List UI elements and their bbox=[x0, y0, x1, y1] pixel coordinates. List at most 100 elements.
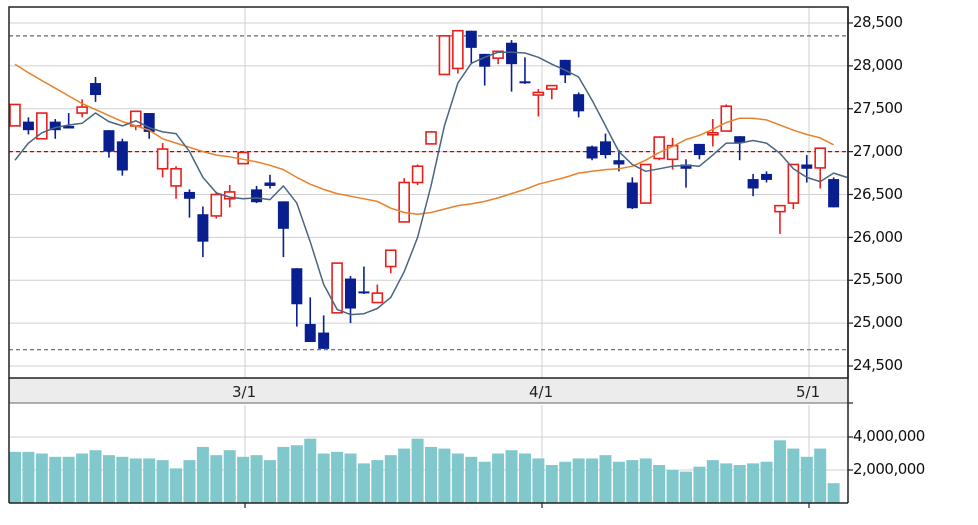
candle-body-down bbox=[49, 121, 61, 131]
volume-bar bbox=[425, 446, 438, 503]
volume-bar bbox=[653, 465, 666, 503]
candle-body-up bbox=[76, 106, 88, 114]
candle-body-down bbox=[22, 121, 34, 131]
candle-body-down bbox=[277, 201, 289, 229]
volume-bar bbox=[371, 460, 384, 503]
volume-bar bbox=[250, 455, 263, 503]
volume-bar bbox=[49, 456, 62, 503]
candle-body-up bbox=[398, 181, 410, 223]
volume-bar bbox=[170, 468, 183, 503]
candle-body-up bbox=[774, 204, 786, 213]
volume-bar bbox=[626, 460, 639, 503]
volume-bar bbox=[451, 453, 464, 503]
candle-body-up bbox=[331, 262, 343, 314]
ma-long-line bbox=[14, 63, 834, 215]
volume-bar bbox=[237, 456, 250, 503]
y-tick-label: 28,500 bbox=[853, 13, 903, 31]
candle-body-down bbox=[599, 141, 611, 156]
volume-bar bbox=[545, 465, 558, 503]
candle-body-up bbox=[384, 249, 397, 268]
volume-bar bbox=[572, 458, 585, 503]
volume-bar bbox=[639, 458, 652, 503]
candle-body-up bbox=[36, 112, 48, 140]
candle-body-down bbox=[63, 125, 75, 129]
candle-body-down bbox=[559, 59, 571, 76]
volume-bar bbox=[612, 461, 625, 503]
volume-bar bbox=[800, 456, 813, 503]
volume-bar bbox=[183, 460, 196, 503]
candle-body-down bbox=[318, 332, 330, 349]
candle-body-down bbox=[304, 323, 316, 342]
x-tick-label: 3/1 bbox=[232, 383, 257, 401]
volume-bar bbox=[518, 453, 531, 503]
candle-body-down bbox=[90, 83, 102, 96]
volume-bar bbox=[129, 458, 142, 503]
candle-body-down bbox=[573, 94, 585, 112]
y-tick-label: 24,500 bbox=[853, 356, 903, 374]
candle-body-down bbox=[747, 179, 759, 189]
volume-bar bbox=[317, 453, 330, 503]
grid-lines bbox=[8, 7, 849, 503]
volume-bar bbox=[116, 456, 129, 503]
candle-body-down bbox=[519, 81, 531, 84]
candle-body-down bbox=[734, 136, 746, 144]
candle-body-down bbox=[801, 164, 813, 169]
candle-body-up bbox=[210, 193, 223, 217]
candle-body-down bbox=[465, 30, 477, 48]
volume-bar bbox=[505, 450, 518, 503]
volume-bar bbox=[331, 451, 344, 503]
candle-body-up bbox=[425, 131, 437, 145]
candle-body-down bbox=[479, 53, 491, 67]
y-tick-label: 27,500 bbox=[853, 99, 903, 117]
candle-body-up bbox=[411, 165, 424, 184]
volume-bar bbox=[263, 460, 276, 503]
volume-bar bbox=[9, 451, 21, 503]
candle-body-up bbox=[720, 105, 733, 132]
volume-bar bbox=[438, 448, 451, 503]
volume-bar bbox=[223, 450, 236, 503]
volume-bar bbox=[156, 460, 169, 503]
y-tick-label: 25,500 bbox=[853, 270, 903, 288]
candle-body-up bbox=[371, 292, 384, 304]
volume-bar bbox=[35, 453, 48, 503]
moving-average-lines bbox=[14, 51, 848, 316]
candle-body-down bbox=[613, 160, 625, 165]
candle-body-down bbox=[506, 42, 518, 65]
candle-body-up bbox=[438, 35, 451, 76]
volume-bar bbox=[478, 461, 491, 503]
candle-body-up bbox=[170, 167, 182, 187]
x-tick-label: 4/1 bbox=[529, 383, 554, 401]
candle-body-up bbox=[639, 163, 652, 204]
candle-body-up bbox=[532, 91, 545, 96]
candle-body-up bbox=[787, 163, 800, 204]
candle-body-down bbox=[183, 191, 195, 199]
y-tick-label: 26,500 bbox=[853, 185, 903, 203]
volume-bar bbox=[304, 438, 317, 503]
candle-body-up bbox=[814, 147, 827, 169]
volume-bar bbox=[599, 455, 612, 503]
volume-bar bbox=[210, 455, 223, 503]
candle-body-down bbox=[828, 179, 840, 208]
volume-bar bbox=[680, 471, 692, 503]
price-panel-border bbox=[8, 6, 849, 379]
volume-bar bbox=[62, 456, 75, 503]
volume-bar bbox=[559, 461, 572, 503]
date-axis-band bbox=[8, 377, 849, 404]
y-tick-label: 26,000 bbox=[853, 228, 903, 246]
y-tick-label: 28,000 bbox=[853, 56, 903, 74]
volume-bar bbox=[492, 453, 505, 503]
volume-bar bbox=[827, 483, 840, 503]
candle-body-down bbox=[103, 130, 115, 152]
candle-body-down bbox=[626, 182, 638, 209]
volume-bar bbox=[143, 458, 156, 503]
volume-bar bbox=[76, 453, 89, 503]
volume-bar bbox=[733, 465, 746, 503]
volume-bar bbox=[760, 461, 773, 503]
volume-bar bbox=[586, 458, 599, 503]
chart-frame bbox=[8, 6, 853, 508]
candle-body-down bbox=[693, 143, 705, 156]
volume-bar bbox=[398, 448, 411, 503]
candle-body-down bbox=[264, 182, 276, 186]
candle-body-up bbox=[545, 84, 558, 90]
